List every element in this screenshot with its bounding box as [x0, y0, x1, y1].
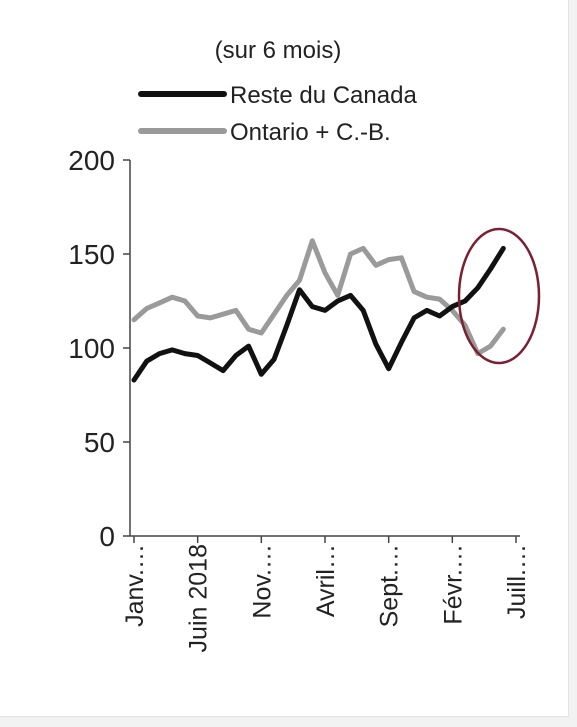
chart-card: (sur 6 mois) Reste du Canada Ontario + C… [0, 0, 569, 717]
y-tick-label: 200 [68, 145, 115, 176]
highlight-ellipse [457, 227, 541, 365]
y-tick-label: 100 [68, 333, 115, 364]
legend: Reste du Canada Ontario + C.-B. [138, 82, 417, 146]
x-tick-label: Avril… [312, 544, 340, 617]
y-tick-label: 50 [84, 427, 115, 458]
y-tick-label: 150 [68, 239, 115, 270]
x-axis-ticks: Janv.… Juin 2018 Nov.… Avril… Sept.… Févr.… Ju… [121, 536, 531, 652]
y-tick-label: 0 [99, 521, 115, 552]
x-tick-label: Janv.… [121, 544, 149, 627]
x-tick-label: Nov.… [248, 544, 276, 619]
x-tick-label: Sept.… [376, 544, 404, 627]
y-axis-ticks: 0 50 100 150 200 [68, 145, 130, 552]
series-line-reste-du-canada [131, 245, 506, 383]
series-line-ontario-cb [131, 238, 506, 357]
x-tick-label: Juin 2018 [185, 544, 213, 652]
x-tick-label: Juill.… [503, 544, 531, 619]
legend-label-ontario-cb: Ontario + C.-B. [230, 119, 391, 146]
legend-label-reste-du-canada: Reste du Canada [230, 82, 417, 109]
x-tick-label: Févr.… [439, 544, 467, 625]
chart-subtitle: (sur 6 mois) [215, 37, 342, 64]
line-chart: (sur 6 mois) Reste du Canada Ontario + C… [68, 37, 541, 652]
series-layer [131, 238, 506, 383]
